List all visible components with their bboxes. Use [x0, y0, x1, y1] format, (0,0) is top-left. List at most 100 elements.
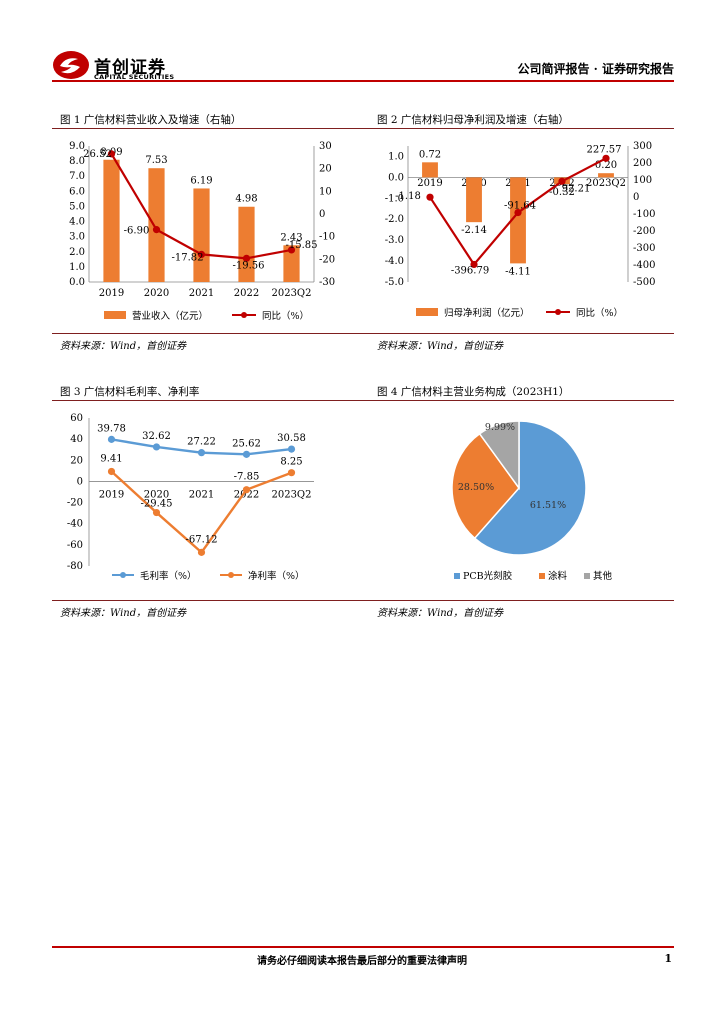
legend-bar-swatch	[104, 311, 126, 319]
line-data-label: -7.85	[234, 472, 260, 483]
y-tick: 0	[77, 476, 83, 487]
bar-data-label: -2.14	[461, 225, 487, 236]
legend-marker	[120, 572, 126, 578]
y-tick-left: -2.0	[385, 214, 404, 225]
y-tick-left: -1.0	[385, 193, 404, 204]
line-point	[107, 435, 116, 443]
chart-business-mix: 61.51% 28.50% 9.99% PCB光刻胶 涂料 其他	[451, 420, 613, 582]
pie-slice	[478, 420, 520, 491]
line-data-label: -17.82	[171, 252, 203, 263]
line-point	[107, 467, 116, 476]
y-tick-left: 0.0	[69, 277, 85, 288]
legend-line-marker	[241, 312, 247, 318]
line-point	[602, 154, 610, 162]
bar	[466, 177, 482, 223]
line-point	[287, 445, 296, 453]
x-tick-label: 2019	[99, 489, 124, 500]
y-tick-left: 0.0	[388, 172, 404, 183]
legend-line-marker	[555, 309, 561, 315]
y-tick: -80	[67, 561, 83, 572]
page-number: 1	[664, 952, 672, 965]
y-tick-left: 4.0	[69, 217, 85, 228]
legend-label: PCB光刻胶	[463, 570, 513, 582]
y-tick-left: 6.0	[69, 186, 85, 197]
figure-2-title: 图 2 广信材料归母净利润及增速（右轴）	[377, 114, 569, 126]
bar	[238, 206, 255, 282]
y-tick-left: -5.0	[385, 277, 404, 288]
line-point	[242, 486, 251, 494]
footer-divider	[52, 946, 674, 948]
x-tick-label: 2021	[189, 489, 214, 500]
line-point	[152, 226, 161, 234]
y-tick-left: 1.0	[388, 151, 404, 162]
bar	[148, 168, 165, 282]
logo-icon	[53, 51, 89, 79]
line-point	[287, 246, 296, 254]
y-tick: 20	[70, 455, 83, 466]
y-tick-right: -10	[319, 232, 335, 243]
x-tick-label: 2023Q2	[271, 489, 311, 500]
y-tick-right: 100	[633, 175, 652, 186]
figure-1-title: 图 1 广信材料营业收入及增速（右轴）	[60, 114, 242, 126]
legend-label: 毛利率（%）	[140, 570, 197, 582]
figure-2-source: 资料来源：Wind，首创证券	[377, 341, 504, 352]
legend-line-label: 同比（%）	[262, 310, 309, 322]
y-tick-left: -3.0	[385, 235, 404, 246]
legend-label: 涂料	[548, 570, 568, 582]
line-point	[197, 449, 206, 457]
y-tick-right: 20	[319, 164, 332, 175]
figure-row-1-bottom-rule	[52, 333, 674, 334]
x-tick-label: 2019	[99, 288, 124, 299]
x-tick-label: 2019	[417, 178, 442, 189]
figure-4-source: 资料来源：Wind，首创证券	[377, 608, 504, 619]
line-point	[197, 250, 206, 258]
legend-label: 净利率（%）	[248, 570, 305, 582]
line-data-label: 30.58	[277, 433, 306, 444]
x-tick-label: 2022	[234, 489, 259, 500]
y-tick-right: 200	[633, 158, 652, 169]
legend-bar-swatch	[416, 308, 438, 316]
y-tick: -60	[67, 540, 83, 551]
line-data-label: -91.64	[504, 201, 536, 212]
line-data-label: 8.25	[280, 457, 302, 468]
figure-4-title: 图 4 广信材料主营业务构成（2023H1）	[377, 386, 570, 398]
pie-data-label: 28.50%	[458, 482, 494, 493]
line-data-label: -6.90	[124, 226, 150, 237]
bar-data-label: 4.98	[235, 194, 257, 205]
figure-1-source: 资料来源：Wind，首创证券	[60, 341, 187, 352]
y-tick-right: -500	[633, 277, 655, 288]
line-point	[470, 260, 478, 269]
x-tick-label: 2020	[144, 288, 169, 299]
bar	[422, 162, 438, 178]
legend-swatch	[539, 573, 545, 579]
legend-bar-label: 归母净利润（亿元）	[444, 307, 530, 319]
y-tick: -40	[67, 519, 83, 530]
line-data-label: 32.62	[142, 431, 171, 442]
legend-swatch	[584, 573, 590, 579]
line-data-label: 26.52	[83, 149, 112, 160]
bar-data-label: 6.19	[190, 175, 212, 186]
logo-text-cn: 首创证券	[94, 58, 166, 78]
report-type: 公司简评报告 · 证券研究报告	[517, 62, 674, 76]
company-logo	[52, 50, 192, 80]
line-data-label: -15.85	[285, 240, 317, 251]
y-tick-right: -20	[319, 254, 335, 265]
y-tick-right: -200	[633, 226, 655, 237]
pie-data-label: 9.99%	[485, 422, 515, 433]
line-point	[242, 254, 251, 262]
line-data-label: -67.12	[185, 534, 217, 545]
line-data-label: 27.22	[187, 437, 216, 448]
legend-label: 其他	[593, 570, 613, 582]
y-tick: -20	[67, 498, 83, 509]
line-data-label: 92.21	[562, 183, 591, 194]
line-point	[152, 443, 161, 451]
logo-text-en: CAPITAL SECURITIES	[94, 73, 175, 81]
x-tick-label: 2020	[144, 489, 169, 500]
line-data-label: 25.62	[232, 438, 261, 449]
line-point	[287, 469, 296, 477]
bar-data-label: 7.53	[145, 155, 167, 166]
chart-net-profit: -5.0 -4.0 -3.0 -2.0 -1.0 0.0 1.0 -500 -400 -300 -2…	[385, 141, 656, 319]
line-data-label: 227.57	[587, 144, 622, 155]
figure-3-source: 资料来源：Wind，首创证券	[60, 608, 187, 619]
chart-revenue: 0.0 1.0 2.0 3.0 4.0 5.0 6.0 7.0 8.0 9.0 -30 -20 -10 0…	[69, 141, 335, 322]
